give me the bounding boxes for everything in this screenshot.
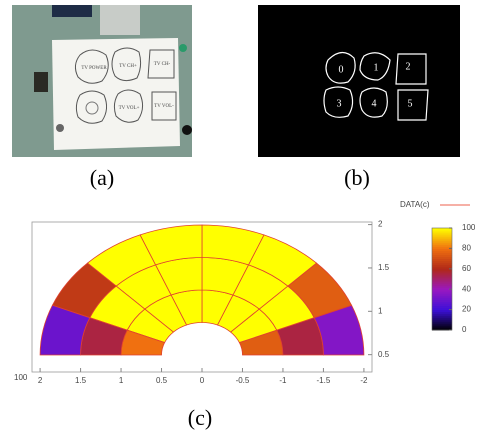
- button-label: TV VOL+: [119, 106, 140, 111]
- figure: TV POWER TV CH+ TV CH- TV VOL+ TV VOL- (…: [0, 0, 480, 434]
- button-label: TV CH-: [154, 62, 171, 67]
- region-label: 2: [406, 61, 411, 72]
- colorbar-label: 80: [462, 244, 471, 253]
- y-tick-label: 0.5: [378, 350, 390, 359]
- x-tick-label: -0.5: [236, 376, 250, 385]
- colorbar-label: 100: [462, 223, 476, 232]
- region-label: 3: [337, 98, 342, 109]
- button-label: TV VOL-: [154, 104, 174, 109]
- region-label: 4: [372, 98, 377, 109]
- x-tick-label: -1: [279, 376, 287, 385]
- x-tick-label: -1.5: [317, 376, 331, 385]
- x-tick-label: 0: [200, 376, 205, 385]
- colorbar-label: 60: [462, 264, 471, 273]
- caption: (c): [188, 405, 212, 430]
- colorbar-label: 40: [462, 284, 471, 293]
- region-label: 5: [408, 98, 413, 109]
- button-label: TV POWER: [81, 66, 107, 71]
- colorbar-label: 20: [462, 305, 471, 314]
- y-tick-label: 1: [378, 306, 383, 315]
- caption: (b): [344, 165, 370, 190]
- caption: (a): [90, 165, 114, 190]
- button-label: TV CH+: [119, 64, 137, 69]
- contour-image: 0 1 2 3 4 5: [258, 5, 460, 157]
- x-tick-label: -2: [360, 376, 368, 385]
- x-tick-label: 1: [119, 376, 124, 385]
- x-tick-label: 0.5: [156, 376, 168, 385]
- x-tick-label: 1.5: [75, 376, 87, 385]
- y-tick-label: 2: [378, 220, 383, 229]
- x-tick-label: 2: [38, 376, 43, 385]
- photo: TV POWER TV CH+ TV CH- TV VOL+ TV VOL-: [12, 5, 192, 157]
- region-label: 0: [339, 64, 344, 75]
- y-tick-label: 1.5: [378, 263, 390, 272]
- colorbar-label: 0: [462, 325, 467, 334]
- corner-label: 100: [14, 373, 28, 382]
- region-label: 1: [374, 62, 379, 73]
- legend-label: DATA(c): [400, 200, 430, 209]
